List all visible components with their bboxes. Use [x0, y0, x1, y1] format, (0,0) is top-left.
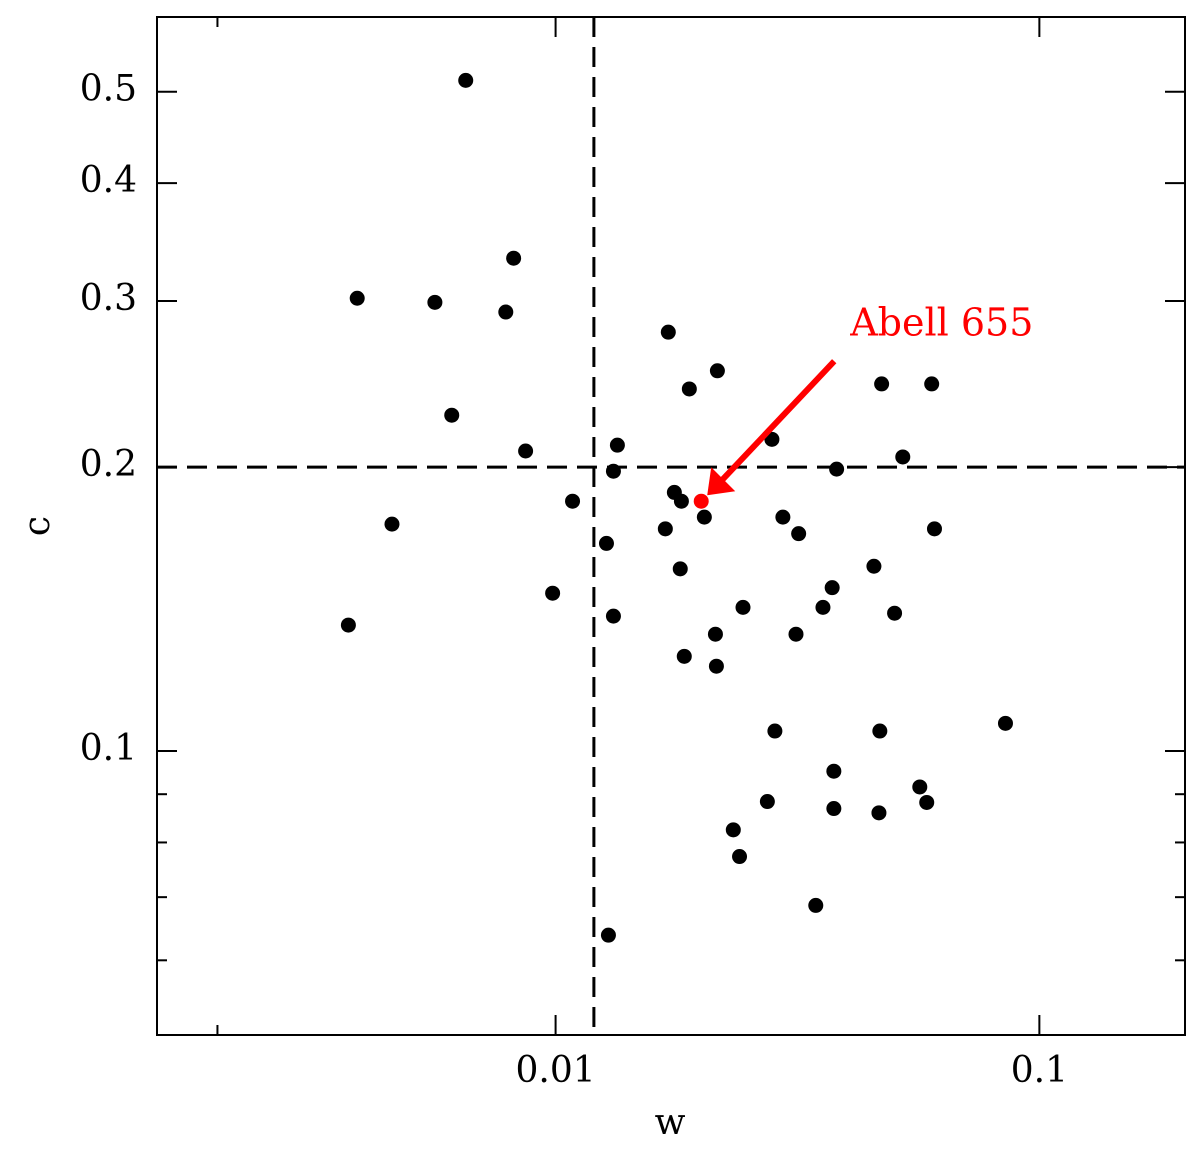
x-axis-label: w — [655, 1102, 686, 1143]
point — [732, 849, 748, 865]
point — [681, 381, 697, 397]
point — [708, 658, 724, 674]
highlight-point — [693, 493, 709, 509]
point — [912, 779, 928, 795]
point — [565, 493, 581, 509]
point — [759, 794, 775, 810]
annotation-arrowhead — [707, 467, 736, 496]
point — [506, 250, 522, 266]
point — [349, 290, 365, 306]
point — [824, 580, 840, 596]
point — [735, 599, 751, 615]
point — [767, 723, 783, 739]
y-tick-label: 0.1 — [80, 728, 137, 769]
point — [657, 521, 673, 537]
point — [598, 535, 614, 551]
y-tick-label: 0.4 — [80, 160, 137, 201]
point — [384, 516, 400, 532]
point — [874, 376, 890, 392]
point — [926, 521, 942, 537]
point — [725, 822, 741, 838]
point — [924, 376, 940, 392]
point — [887, 605, 903, 621]
point — [826, 801, 842, 817]
point — [707, 626, 723, 642]
point — [340, 617, 356, 633]
point — [997, 715, 1013, 731]
point — [545, 585, 561, 601]
point — [672, 561, 688, 577]
x-tick-label: 0.1 — [1011, 1050, 1068, 1091]
point — [600, 927, 616, 943]
point — [826, 763, 842, 779]
annotation-arrow — [715, 359, 837, 488]
y-axis-label: c — [17, 516, 58, 536]
point — [895, 449, 911, 465]
point — [660, 324, 676, 340]
plot-frame — [156, 16, 1186, 1036]
point — [458, 72, 474, 88]
point — [872, 723, 888, 739]
point — [866, 558, 882, 574]
point — [709, 363, 725, 379]
point — [427, 294, 443, 310]
point — [605, 463, 621, 479]
annotation: Abell 655 — [849, 301, 1033, 345]
point — [815, 599, 831, 615]
point — [775, 509, 791, 525]
y-tick-label: 0.2 — [80, 444, 137, 485]
point — [673, 493, 689, 509]
point — [518, 443, 534, 459]
point — [829, 461, 845, 477]
y-tick-label: 0.5 — [80, 69, 137, 110]
point — [676, 648, 692, 664]
y-tick-label: 0.3 — [80, 278, 137, 319]
point — [605, 608, 621, 624]
point — [808, 897, 824, 913]
point — [609, 437, 625, 453]
x-tick-label: 0.01 — [516, 1050, 596, 1091]
point — [791, 526, 807, 542]
point — [871, 805, 887, 821]
point — [696, 509, 712, 525]
point — [919, 794, 935, 810]
point — [788, 626, 804, 642]
point — [498, 304, 514, 320]
point — [444, 407, 460, 423]
